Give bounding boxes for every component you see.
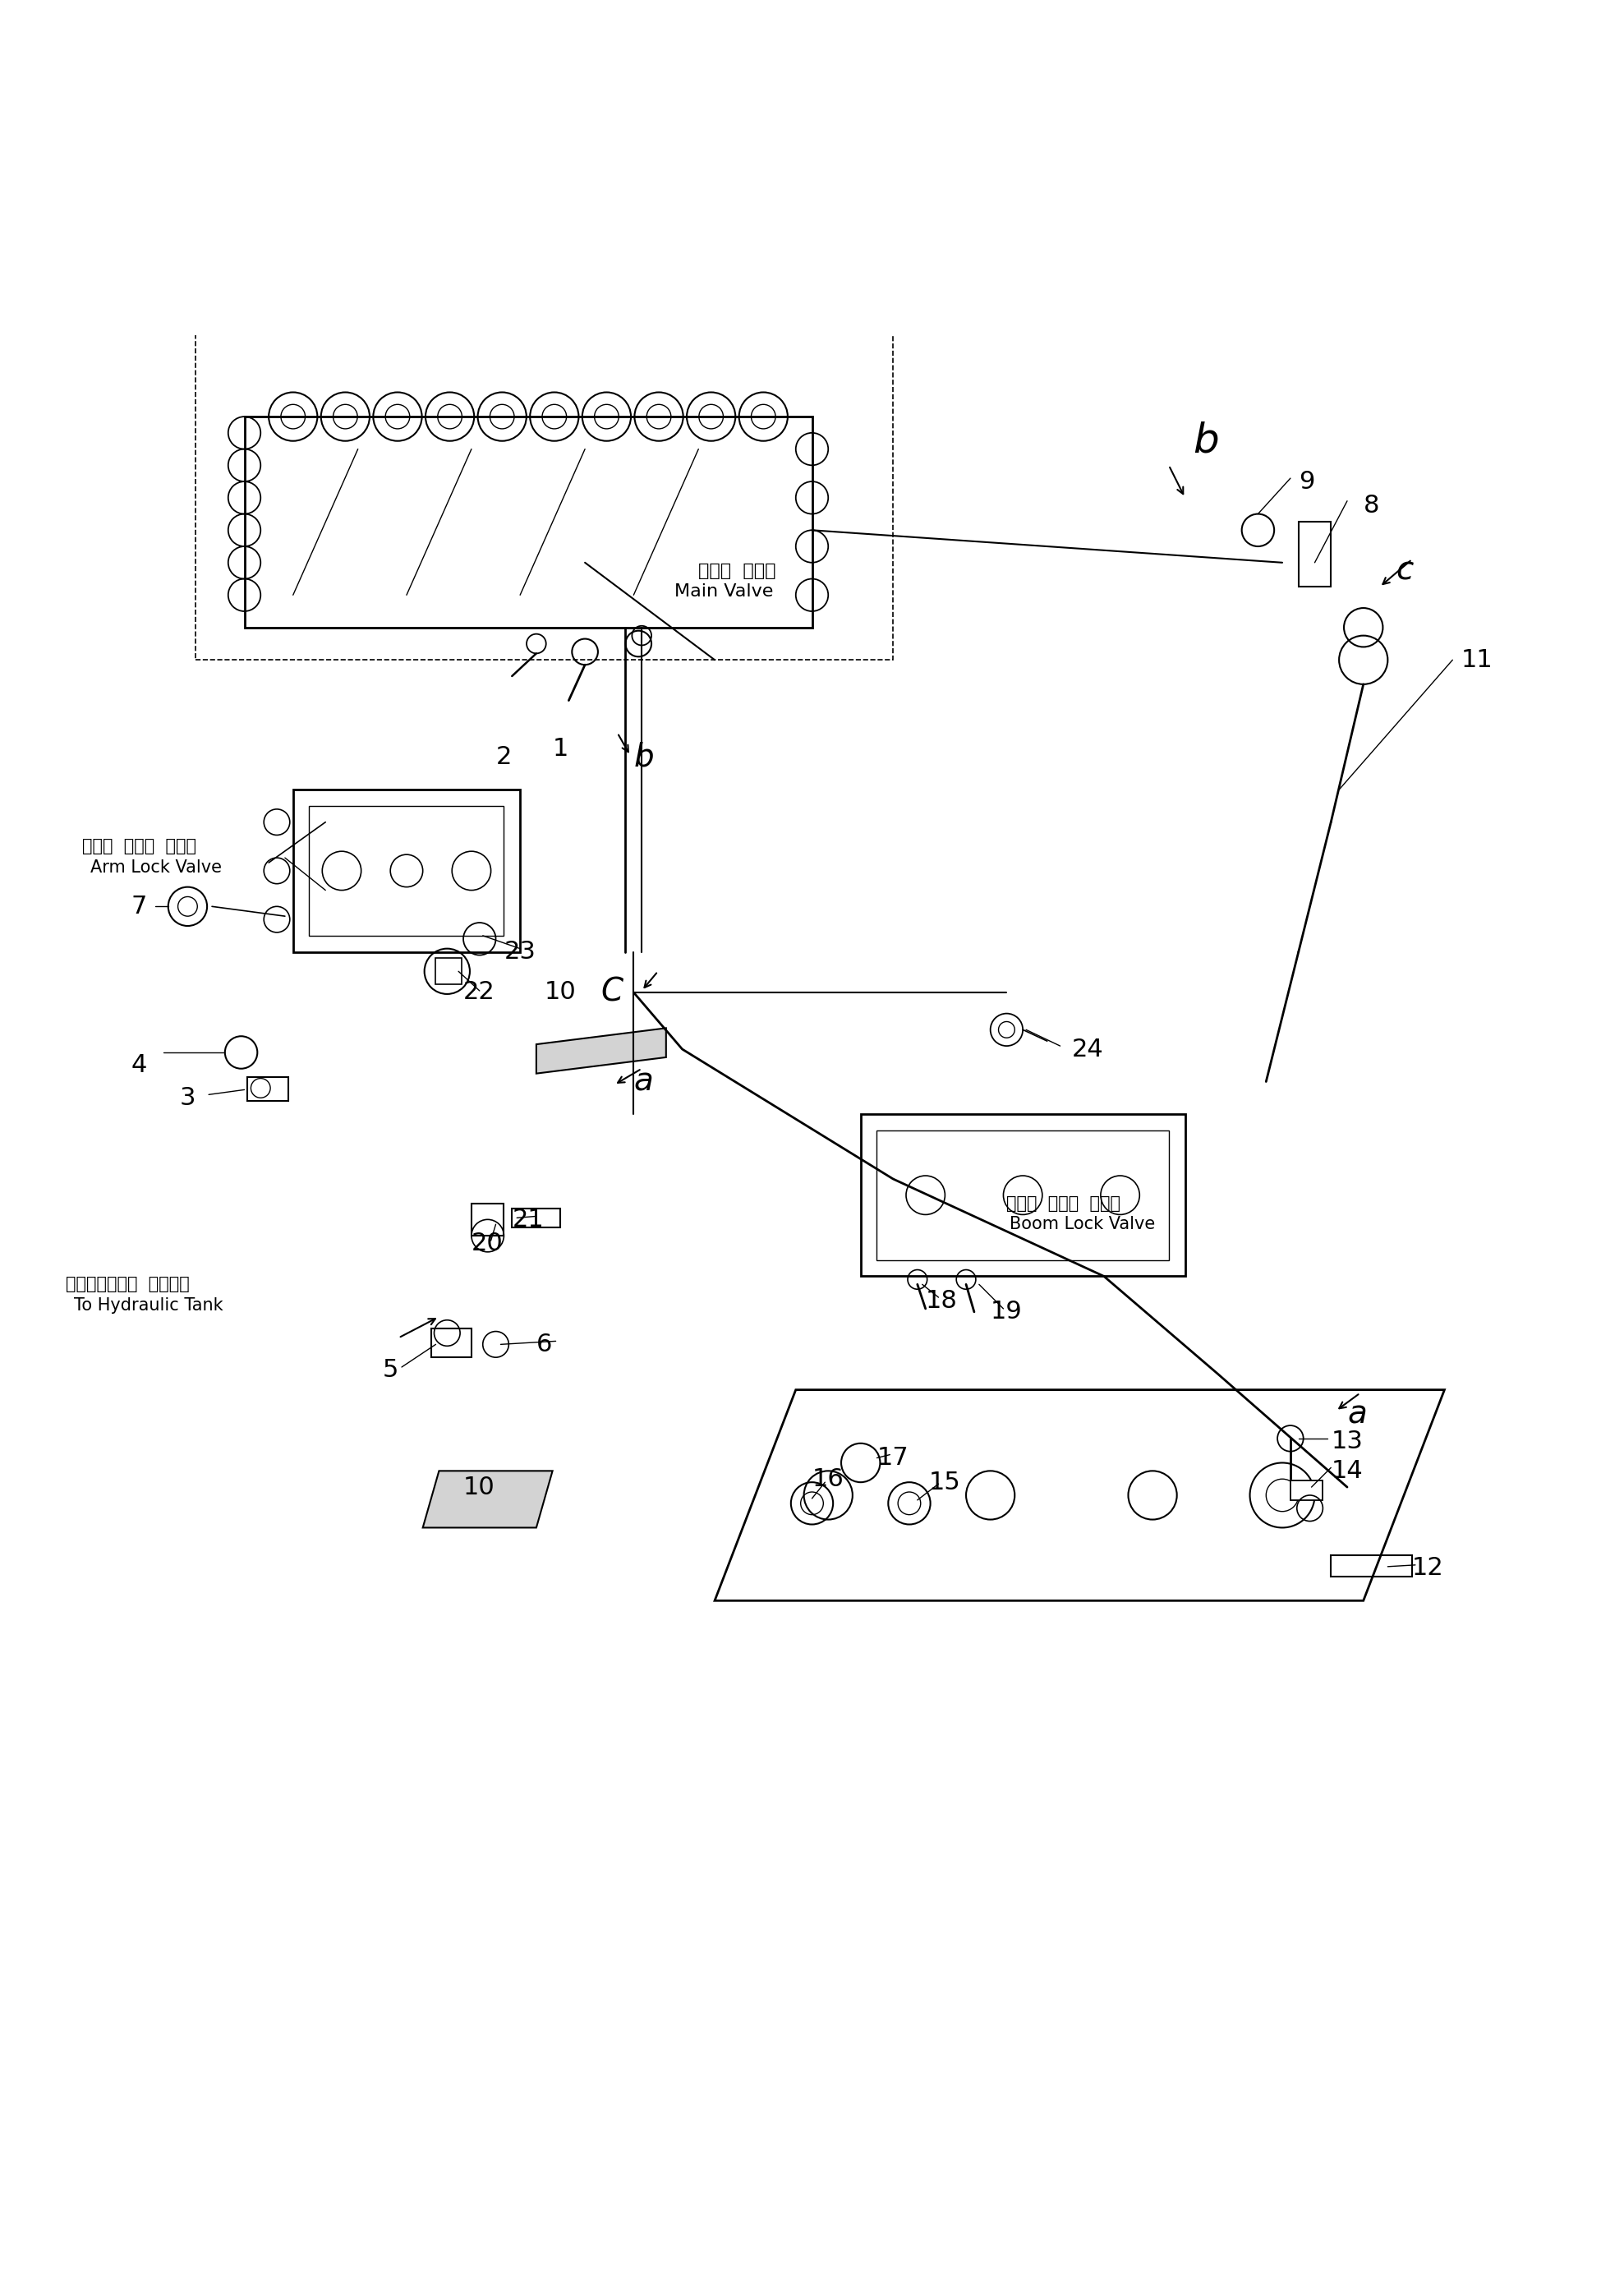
Text: 23: 23 [503,940,536,963]
Text: c: c [1395,555,1413,587]
Bar [471,1204,503,1236]
Polygon shape [715,1390,1444,1601]
Text: 2: 2 [495,745,512,768]
Text: 16: 16 [812,1468,844,1490]
Text: 18: 18 [926,1289,958,1312]
Text: 13: 13 [1332,1431,1363,1454]
Bar [512,1208,560,1227]
Text: Main Valve: Main Valve [674,585,773,601]
Text: b: b [633,741,654,773]
Text: a: a [1348,1399,1367,1431]
Text: 7: 7 [132,894,146,919]
Text: 9: 9 [1299,470,1314,493]
Text: 10: 10 [544,981,577,1004]
Text: 8: 8 [1364,493,1379,518]
Text: 3: 3 [180,1087,195,1110]
Bar [244,417,812,628]
Text: a: a [633,1066,653,1098]
Text: 14: 14 [1332,1458,1363,1484]
Bar [1299,523,1332,587]
Text: 10: 10 [463,1474,495,1500]
Text: ハイドロリック  タンクへ: ハイドロリック タンクへ [67,1277,190,1293]
Text: 6: 6 [536,1332,552,1355]
Bar [247,1078,287,1101]
Text: 21: 21 [512,1208,544,1231]
Text: アーム  ロック  バルブ: アーム ロック バルブ [83,839,197,855]
Bar [430,1328,471,1357]
Text: 24: 24 [1072,1036,1103,1062]
Bar [435,958,461,984]
Polygon shape [422,1470,552,1527]
Text: 20: 20 [471,1231,503,1257]
Text: b: b [1194,422,1220,461]
Text: 15: 15 [929,1470,960,1495]
Bar [1291,1481,1324,1500]
Text: 5: 5 [382,1357,398,1383]
Text: 1: 1 [552,738,568,761]
Text: メイン  バルブ: メイン バルブ [698,562,776,578]
Bar [861,1114,1186,1277]
Text: 4: 4 [132,1052,146,1078]
Bar [197,222,893,660]
Text: ブーム  ロック  バルブ: ブーム ロック バルブ [1007,1195,1121,1211]
Text: Boom Lock Valve: Boom Lock Valve [1010,1215,1155,1234]
Text: 11: 11 [1460,649,1492,672]
Text: Arm Lock Valve: Arm Lock Valve [91,860,222,876]
Text: 19: 19 [991,1300,1021,1323]
Bar [877,1130,1169,1261]
Polygon shape [536,1027,666,1073]
Bar [309,805,503,936]
Text: C: C [601,977,624,1009]
Text: To Hydraulic Tank: To Hydraulic Tank [75,1298,224,1314]
Text: 12: 12 [1411,1557,1444,1580]
Bar [292,789,520,952]
Text: 22: 22 [463,981,495,1004]
Text: 17: 17 [877,1447,909,1470]
